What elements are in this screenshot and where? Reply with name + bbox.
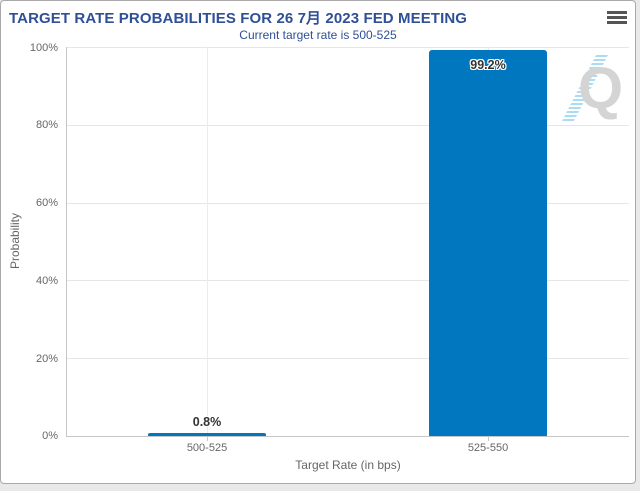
x-axis-tick-mark xyxy=(207,436,208,441)
chart-subtitle: Current target rate is 500-525 xyxy=(239,28,397,42)
y-axis-tick-label: 60% xyxy=(35,197,58,209)
bar-500-525[interactable] xyxy=(148,432,266,436)
bar-525-550[interactable] xyxy=(429,50,547,436)
data-label-525-550: 99.2% xyxy=(470,58,506,72)
hamburger-bar xyxy=(607,16,627,19)
x-axis-title: Target Rate (in bps) xyxy=(295,458,401,472)
gridline-horizontal xyxy=(67,358,629,360)
watermark-logo: Q xyxy=(562,52,626,126)
hamburger-bar xyxy=(607,21,627,24)
gridline-horizontal xyxy=(67,47,629,48)
data-label-500-525: 0.8% xyxy=(192,415,222,429)
hamburger-bar xyxy=(607,11,627,14)
chart-card: TARGET RATE PROBABILITIES FOR 26 7月 2023… xyxy=(0,0,636,484)
x-axis-tick-label: 525-550 xyxy=(467,442,509,454)
gridline-horizontal xyxy=(67,280,629,282)
y-axis-tick-label: 100% xyxy=(29,42,58,54)
gridline-horizontal xyxy=(67,124,629,126)
chart-context-menu-button[interactable] xyxy=(607,11,627,25)
chart-title: TARGET RATE PROBABILITIES FOR 26 7月 2023… xyxy=(9,10,468,27)
plot-area: Q 0.8% 99.2% 500-525 525-550 Target Rate… xyxy=(66,47,629,472)
x-axis-tick-label: 500-525 xyxy=(186,442,228,454)
y-axis-title-text: Probability xyxy=(8,212,22,270)
gridline-vertical xyxy=(207,47,208,436)
y-axis-tick-label: 0% xyxy=(42,430,58,442)
y-axis-tick-label: 40% xyxy=(35,275,58,287)
x-axis-tick-mark xyxy=(488,436,489,441)
watermark-letter: Q xyxy=(578,56,624,121)
y-axis-tick-label: 20% xyxy=(35,353,58,365)
y-axis-tick-label: 80% xyxy=(35,119,58,131)
gridline-horizontal xyxy=(67,202,629,204)
